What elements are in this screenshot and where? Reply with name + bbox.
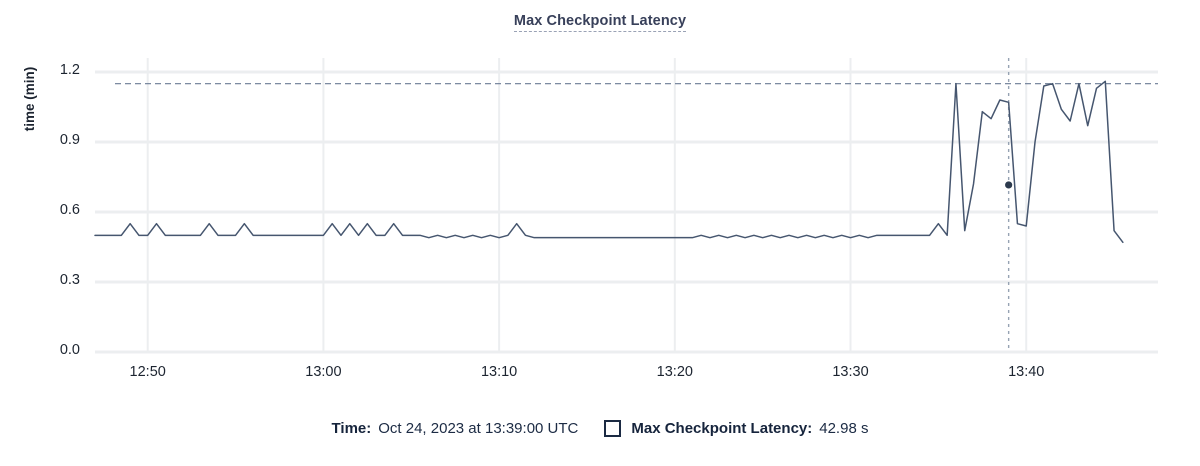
chart-title-text: Max Checkpoint Latency (513, 13, 687, 32)
y-tick-label: 0.3 (59, 272, 80, 288)
footer-series-value: 42.98 s (819, 420, 869, 437)
chart-title: Max Checkpoint Latency (0, 13, 1200, 32)
gridlines (95, 58, 1158, 354)
y-tick-label: 0.6 (59, 202, 80, 218)
x-tick-label: 12:50 (129, 364, 166, 380)
hover-point-marker (1005, 181, 1013, 189)
footer-time-value: Oct 24, 2023 at 13:39:00 UTC (378, 420, 579, 437)
footer-series[interactable]: Max Checkpoint Latency: 42.98 s (604, 420, 868, 437)
series-lines (94, 80, 1124, 244)
y-tick-label: 1.2 (59, 62, 80, 78)
legend-swatch-icon (604, 420, 622, 437)
chart-footer: Time: Oct 24, 2023 at 13:39:00 UTC Max C… (0, 420, 1200, 437)
footer-time-label: Time: (331, 420, 372, 437)
footer-time: Time: Oct 24, 2023 at 13:39:00 UTC (332, 420, 579, 437)
x-tick-label: 13:10 (480, 364, 518, 380)
x-tick-label: 13:20 (656, 364, 693, 380)
x-tick-label: 13:40 (1008, 364, 1045, 380)
x-tick-label: 13:00 (305, 364, 342, 380)
y-tick-label: 0.9 (59, 132, 80, 148)
y-tick-label: 0.0 (59, 342, 80, 358)
footer-series-label: Max Checkpoint Latency: (631, 420, 813, 437)
x-tick-label: 13:30 (832, 364, 869, 380)
plot-area[interactable] (0, 0, 1200, 400)
